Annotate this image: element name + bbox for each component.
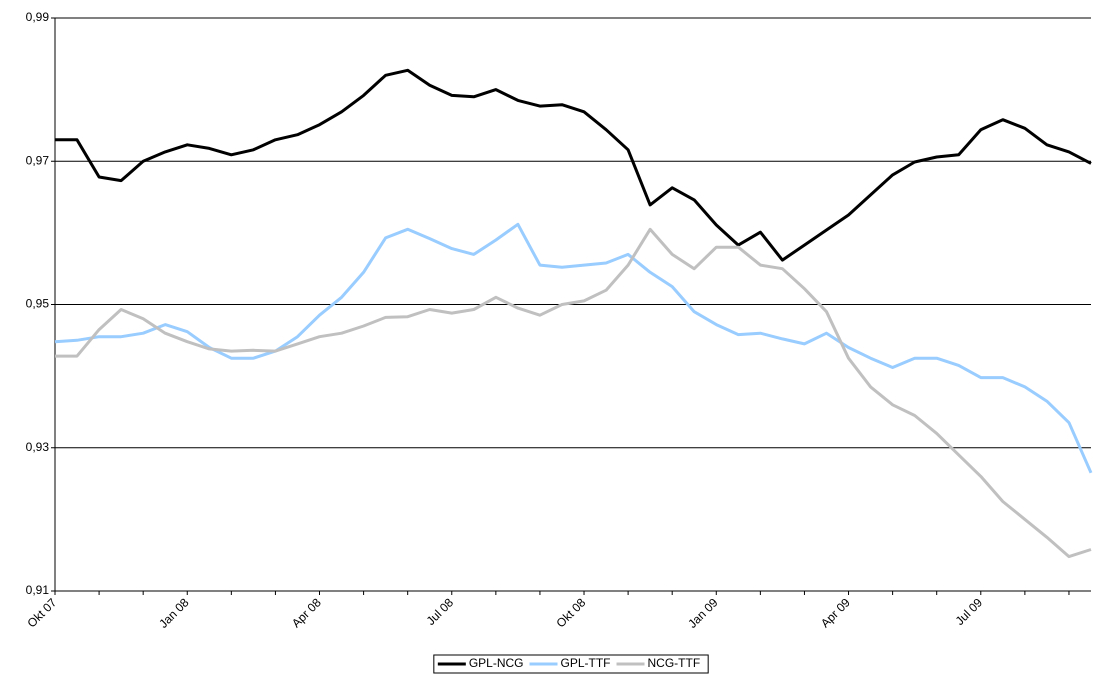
x-tick-label: Apr 08 [289,595,324,630]
legend-label: NCG-TTF [648,656,701,670]
y-tick-label: 0,97 [26,153,50,167]
legend: GPL-NCG GPL-TTF NCG-TTF [433,654,709,674]
x-tick-label: Okt 07 [24,595,59,630]
y-tick-label: 0,95 [26,297,50,311]
x-tick-label: Jul 09 [953,595,986,628]
x-tick-label: Jan 08 [156,595,192,631]
x-tick-label: Apr 09 [818,595,853,630]
series-line [55,68,1092,262]
legend-label: GPL-NCG [469,656,524,670]
series-line [54,222,1093,474]
x-tick-label: Jan 09 [685,595,721,631]
x-tick-label: Okt 08 [553,595,588,630]
y-tick-label: 0,99 [26,10,50,24]
series-line [55,227,1092,559]
y-tick-label: 0,91 [26,583,50,597]
y-tick-label: 0,93 [26,440,50,454]
legend-label: GPL-TTF [561,656,611,670]
x-tick-label: Jul 08 [424,595,457,628]
legend-box [433,654,709,674]
